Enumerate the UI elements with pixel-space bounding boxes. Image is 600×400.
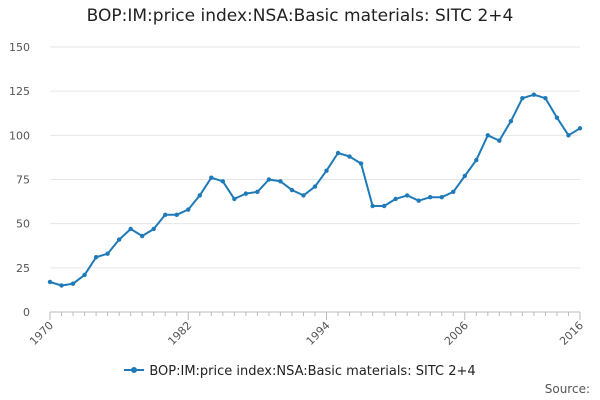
data-point xyxy=(105,251,110,256)
data-point xyxy=(543,96,548,101)
data-point xyxy=(554,115,560,120)
y-tick-label: 50 xyxy=(16,218,30,231)
data-point xyxy=(312,184,318,189)
data-point xyxy=(209,175,214,180)
y-tick-label: 125 xyxy=(9,85,30,98)
data-point xyxy=(404,193,410,198)
data-point xyxy=(428,194,433,200)
data-point xyxy=(197,193,202,198)
data-point xyxy=(531,92,537,97)
y-tick-label: 75 xyxy=(16,174,30,187)
y-tick-label: 25 xyxy=(16,262,30,275)
data-point xyxy=(93,255,99,260)
data-point xyxy=(324,168,329,173)
data-point xyxy=(439,194,444,200)
x-tick-label: 2016 xyxy=(557,319,586,348)
data-point xyxy=(393,196,398,202)
source-label: Source: xyxy=(544,382,590,396)
x-tick-label: 1982 xyxy=(165,319,194,348)
data-point xyxy=(232,196,237,202)
data-point xyxy=(128,226,133,232)
data-point xyxy=(358,161,364,166)
data-point xyxy=(347,154,352,159)
data-point xyxy=(474,157,479,163)
data-point xyxy=(174,212,179,218)
data-point xyxy=(451,189,456,195)
x-tick-label: 1994 xyxy=(304,319,333,348)
data-point xyxy=(266,177,272,182)
y-tick-label: 0 xyxy=(23,306,30,319)
data-point xyxy=(59,283,64,288)
data-point xyxy=(70,281,76,286)
y-tick-label: 100 xyxy=(9,129,30,142)
data-point xyxy=(520,96,525,101)
data-point xyxy=(139,233,145,239)
data-point xyxy=(381,203,387,209)
data-point xyxy=(508,119,514,124)
series-line xyxy=(49,93,581,287)
data-point xyxy=(47,279,53,285)
data-point xyxy=(243,191,249,196)
data-point xyxy=(462,173,467,179)
data-point xyxy=(278,179,283,184)
legend-swatch xyxy=(124,366,145,373)
data-point xyxy=(416,198,421,203)
x-tick-label: 2006 xyxy=(442,319,471,348)
data-point xyxy=(566,133,571,138)
x-tick-label: 1970 xyxy=(27,319,56,348)
data-point xyxy=(497,138,502,143)
data-point xyxy=(577,126,583,131)
data-point xyxy=(151,226,156,232)
y-tick-label: 150 xyxy=(9,41,30,54)
data-point xyxy=(370,203,375,209)
legend-label: BOP:IM:price index:NSA:Basic materials: … xyxy=(149,364,476,379)
data-point xyxy=(335,150,341,156)
data-point xyxy=(220,179,226,184)
data-point xyxy=(186,207,191,212)
legend[interactable]: BOP:IM:price index:NSA:Basic materials: … xyxy=(0,364,600,379)
data-point xyxy=(289,187,295,193)
data-point xyxy=(163,212,168,218)
data-point xyxy=(301,193,306,198)
chart-title: BOP:IM:price index:NSA:Basic materials: … xyxy=(86,6,514,26)
data-point xyxy=(82,272,87,278)
data-point xyxy=(255,189,260,195)
data-point xyxy=(116,237,122,242)
data-point xyxy=(485,133,491,138)
